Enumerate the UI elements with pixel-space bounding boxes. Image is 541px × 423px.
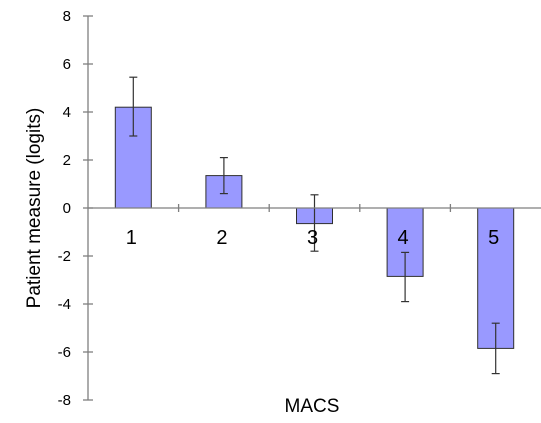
error-bar-2 <box>219 157 228 195</box>
y-tick-label: -4 <box>58 296 71 313</box>
y-tick-label: 2 <box>63 152 71 169</box>
y-tick-label: -2 <box>58 248 71 265</box>
y-tick-label: -6 <box>58 344 71 361</box>
category-label-2: 2 <box>216 227 227 249</box>
error-bar-4 <box>401 251 410 303</box>
y-tick-label: 4 <box>63 104 71 121</box>
y-tick-label: 8 <box>63 8 71 25</box>
error-bar-1 <box>129 76 138 137</box>
x-axis-title: MACS <box>285 396 340 417</box>
error-bar-3 <box>310 194 319 252</box>
y-axis-title: Patient measure (logits) <box>24 108 45 309</box>
category-label-3: 3 <box>307 227 318 249</box>
error-bar-5 <box>491 322 500 375</box>
category-label-4: 4 <box>398 227 409 249</box>
category-label-1: 1 <box>126 227 137 249</box>
y-tick-label: 6 <box>63 56 71 73</box>
y-tick-label: 0 <box>63 200 71 217</box>
category-label-5: 5 <box>488 227 499 249</box>
y-tick-label: -8 <box>58 392 71 409</box>
